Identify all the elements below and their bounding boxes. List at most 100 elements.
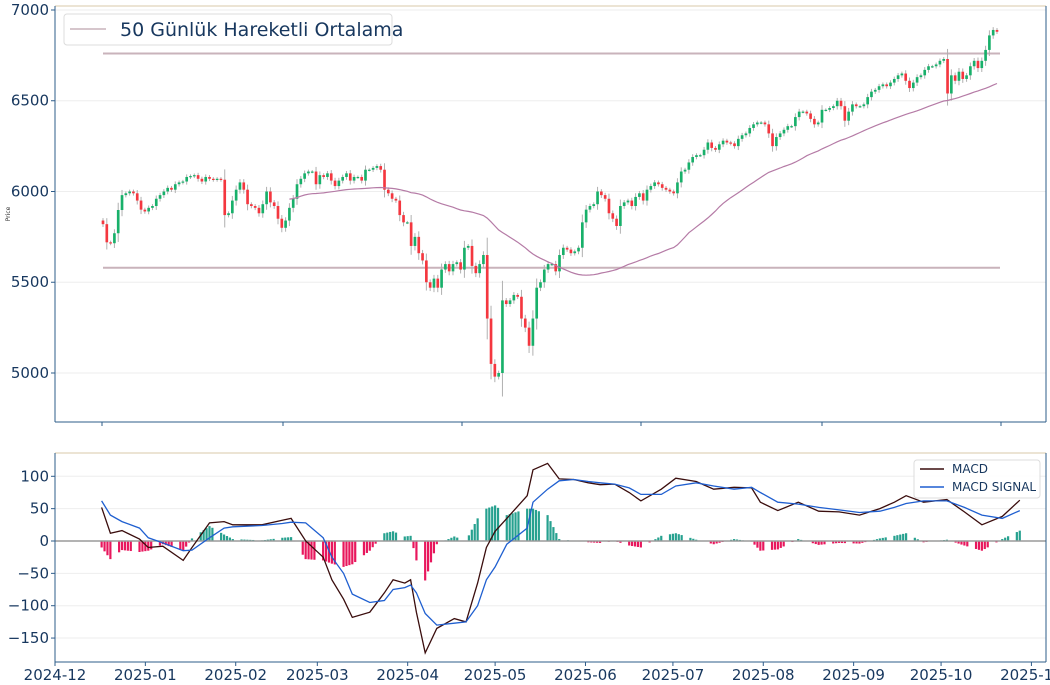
candle-body [352, 176, 356, 181]
candle-body [265, 191, 268, 205]
candle [969, 62, 972, 80]
candle [748, 125, 752, 137]
candle-body [672, 191, 675, 194]
macd-histogram-bar [415, 541, 418, 561]
candle [733, 141, 736, 149]
candle [211, 177, 215, 182]
candle-body [451, 264, 455, 272]
macd-histogram-bar [902, 533, 905, 541]
macd-histogram-bar [424, 541, 427, 581]
candle [607, 193, 611, 220]
candle [744, 131, 748, 138]
macd-histogram-bar [977, 541, 981, 550]
candle-body [592, 204, 596, 207]
candle [622, 200, 626, 209]
candle [257, 205, 261, 217]
macd-y-tick-label: 50 [30, 500, 49, 518]
candle-body [645, 189, 649, 201]
macd-histogram-bar [272, 538, 275, 541]
candle [923, 67, 927, 79]
price-y-tick-label: 6500 [11, 92, 49, 110]
macd-histogram-bar [158, 541, 162, 546]
candle-body [816, 122, 820, 125]
candle [466, 244, 470, 251]
macd-histogram-bar [671, 533, 675, 541]
macd-histogram-bar [628, 541, 631, 546]
macd-histogram-bar [476, 518, 479, 541]
candle-body [866, 97, 869, 105]
candle [679, 167, 683, 188]
macd-histogram-bar [330, 541, 333, 564]
candle-body [771, 133, 774, 147]
candle [957, 67, 961, 86]
macd-histogram-bar [526, 508, 529, 541]
macd-histogram-bar [843, 541, 846, 544]
macd-histogram-bar [345, 541, 348, 567]
candle-body [329, 173, 333, 181]
candle-body [288, 207, 291, 221]
candle-body [257, 207, 261, 214]
candle-body [695, 155, 698, 158]
candle-body [154, 198, 158, 207]
candle-body [938, 60, 942, 65]
candle-body [641, 193, 645, 201]
candle-body [904, 73, 908, 81]
candle-body [432, 278, 436, 288]
candle-body [596, 191, 599, 205]
candle [972, 58, 976, 70]
candle-body [520, 296, 523, 319]
macd-histogram-bar [322, 541, 325, 561]
candle [501, 280, 504, 397]
candle [162, 189, 166, 198]
candle-body [778, 133, 782, 138]
candle-body [759, 122, 763, 124]
macd-histogram-bar [103, 541, 106, 552]
macd-histogram-bar [759, 541, 762, 551]
price-levels [103, 52, 1000, 269]
candle [729, 140, 733, 146]
macd-histogram-bar [963, 541, 966, 546]
macd-x-tick-label: 2025-05 [464, 666, 527, 684]
candle-body [767, 124, 771, 134]
candle [885, 82, 889, 89]
macd-histogram-bar [150, 541, 153, 550]
macd-histogram-bar [546, 515, 549, 541]
macd-histogram-bar [986, 541, 989, 548]
macd-histogram-bar [496, 507, 500, 541]
candle [813, 116, 816, 128]
macd-histogram-bar [179, 541, 182, 550]
candle [965, 72, 968, 82]
macd-histogram-bar [392, 531, 395, 541]
macd-histogram-bar [342, 541, 345, 567]
candle [653, 180, 656, 189]
candle-body [402, 215, 405, 223]
macd-histogram-bar [383, 533, 386, 541]
candle-body [565, 247, 569, 250]
candle [573, 249, 577, 256]
candle [463, 240, 466, 278]
candle-body [961, 71, 965, 79]
candle-body [253, 206, 257, 208]
candle-body [881, 84, 885, 87]
candle-body [619, 206, 622, 226]
candle [660, 181, 664, 191]
candle-body [923, 69, 927, 76]
candle [177, 180, 181, 187]
candle-body [752, 124, 755, 128]
candle-body [348, 173, 352, 181]
candle-body [972, 60, 976, 67]
candle-body [474, 265, 478, 274]
candle-body [691, 157, 694, 163]
macd-histogram-bar [773, 541, 777, 550]
candle-body [143, 209, 147, 212]
candle [759, 121, 763, 125]
candle-body [489, 318, 493, 364]
macd-histogram-bar [858, 541, 861, 544]
candle [790, 124, 793, 128]
macd-histogram-bar [473, 524, 476, 541]
macd-histogram-bar [674, 533, 677, 541]
macd-histogram-bar [164, 541, 167, 546]
macd-histogram-bar [855, 541, 858, 544]
candle-body [991, 29, 995, 36]
candle [706, 139, 710, 154]
